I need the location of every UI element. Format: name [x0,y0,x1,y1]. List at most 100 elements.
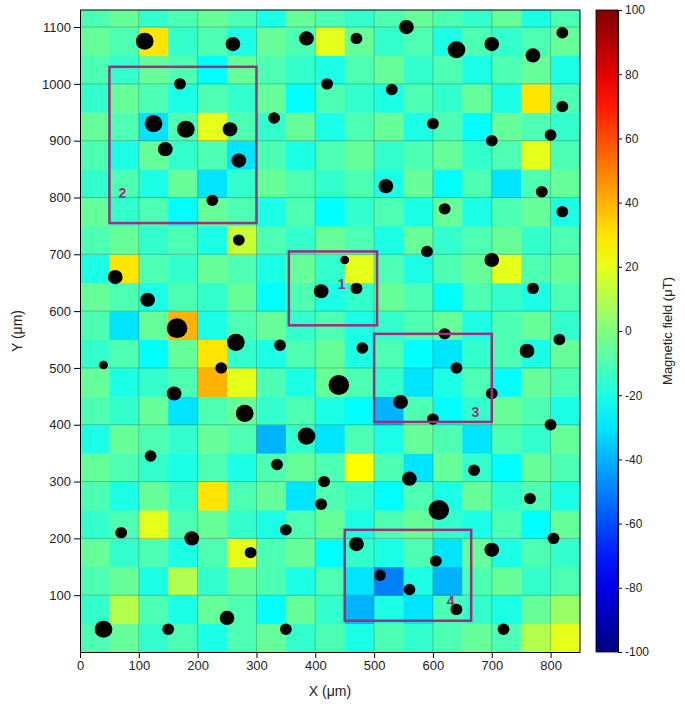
heatmap-cell [109,311,139,340]
heatmap-cell [109,340,139,369]
heatmap-cell [286,340,316,369]
heatmap-cell [374,169,404,198]
heatmap-cell [404,340,434,369]
tick: 800 [49,190,80,205]
heatmap-cell [345,197,375,226]
heatmap-cell [521,368,551,397]
grain [484,253,499,267]
tick-label: 1100 [43,20,71,35]
tick-mark [80,652,81,658]
heatmap-cell [521,425,551,454]
heatmap-cell [168,10,198,28]
chart: 1234010020030040050060070080010020030040… [0,0,685,713]
grid-line-x [550,10,551,652]
tick-mark [74,254,80,255]
tick-label: 60 [625,132,639,146]
grain [349,537,364,551]
heatmap-cell [433,624,463,652]
colorbar-axis: -100-80-60-40-20020406080100 [618,3,649,659]
tick: 100 [128,652,150,673]
heatmap-cell [286,27,316,56]
grain [451,362,463,373]
heatmap-cell [80,368,110,397]
tick-label: 80 [625,68,639,82]
heatmap-cell [286,368,316,397]
x-axis-line [81,652,581,653]
heatmap-cell [374,283,404,312]
heatmap-cell [492,197,522,226]
tick-mark [618,138,622,139]
heatmap-cell [139,368,169,397]
heatmap-cell [315,624,345,652]
heatmap-cell [256,197,286,226]
heatmap-cell [256,27,286,56]
heatmap-cell [345,510,375,539]
grain [393,395,408,409]
grain [167,386,182,400]
heatmap-cell [462,197,492,226]
heatmap-cell [345,283,375,312]
heatmap-cell [492,595,522,624]
heatmap-cell [80,254,110,283]
tick: 200 [187,652,209,673]
heatmap-cell [227,538,257,567]
heatmap-cell [80,510,110,539]
heatmap-cell [492,226,522,255]
tick-mark [433,652,434,658]
heatmap-cell [374,197,404,226]
heatmap-cell [433,10,463,28]
tick: 400 [49,417,80,432]
grid-line-y [80,140,580,141]
heatmap-cell [256,425,286,454]
heatmap-cell [227,141,257,170]
heatmap-cell [109,453,139,482]
heatmap-cell [551,311,580,340]
heatmap-cell [345,340,375,369]
heatmap-cell [80,55,110,84]
grain [484,543,499,557]
tick-mark [74,197,80,198]
heatmap-cell [492,169,522,198]
tick-mark [198,652,199,658]
heatmap-cell [139,482,169,511]
tick-label: 600 [423,658,445,673]
grain [298,428,316,445]
heatmap-cell [404,197,434,226]
heatmap-cell [521,84,551,113]
heatmap-cell [109,624,139,652]
grain [115,527,127,538]
tick: 500 [49,361,80,376]
heatmap-cell [139,112,169,141]
heatmap-cell [198,141,228,170]
heatmap-cell [374,567,404,596]
grid-line-y [80,481,580,482]
heatmap-cell [462,453,492,482]
heatmap-cell [139,538,169,567]
heatmap-cell [286,197,316,226]
heatmap-cell [256,595,286,624]
heatmap-cell [80,595,110,624]
heatmap-cell [315,425,345,454]
heatmap-cell [227,283,257,312]
heatmap-cell [168,340,198,369]
heatmap-cell [551,595,580,624]
heatmap-cell [168,169,198,198]
heatmap-cell [521,510,551,539]
heatmap-cell [109,84,139,113]
tick: 40 [618,196,639,210]
heatmap-cell [492,141,522,170]
grain [421,246,433,257]
grid-line-y [80,367,580,368]
grain [468,465,480,476]
tick: 700 [481,652,503,673]
heatmap-cell [168,283,198,312]
tick-mark [74,141,80,142]
heatmap-cell [521,567,551,596]
heatmap-cell [404,538,434,567]
heatmap-cell [492,340,522,369]
grain [140,293,155,307]
heatmap-cell [80,396,110,425]
tick-label: 500 [49,361,71,376]
tick-mark [256,652,257,658]
heatmap-cell [286,510,316,539]
